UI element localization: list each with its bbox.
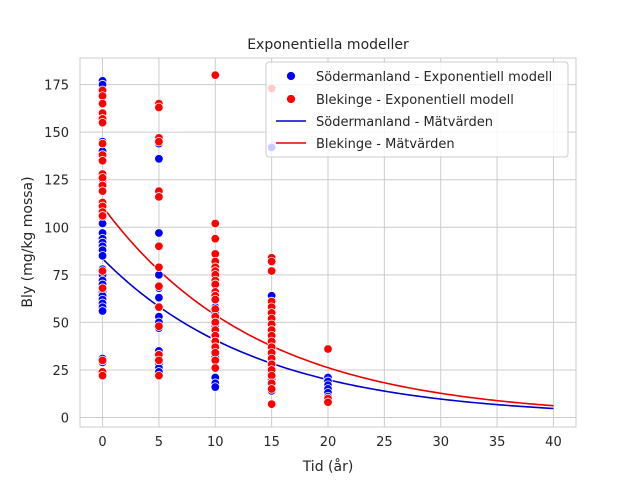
- y-axis-label: Bly (mg/kg mossa): [20, 176, 36, 307]
- legend-label-sodermanland-points: Södermanland - Exponentiell modell: [316, 70, 552, 85]
- y-tick-label: 0: [61, 411, 69, 426]
- data-point: [97, 211, 108, 221]
- data-point: [154, 154, 164, 164]
- chart-title: Exponentiella modeller: [247, 37, 409, 53]
- y-tick-label: 100: [44, 221, 69, 236]
- data-point: [97, 98, 108, 109]
- scatter-series-blekinge: [97, 70, 333, 409]
- x-tick-label: 20: [320, 435, 337, 450]
- data-point: [266, 266, 277, 276]
- data-point: [154, 102, 164, 113]
- y-tick-label: 25: [52, 364, 69, 379]
- data-point: [154, 355, 164, 366]
- data-point: [210, 233, 220, 244]
- data-point: [154, 292, 164, 303]
- x-tick-label: 30: [432, 435, 449, 450]
- data-point: [97, 283, 108, 293]
- data-point: [97, 251, 108, 261]
- legend-label-sodermanland-line: Södermanland - Mätvärden: [316, 115, 493, 130]
- y-axis-ticks: 0 25 50 75 100 125 150 175: [44, 79, 69, 427]
- data-point: [266, 399, 277, 409]
- data-point: [97, 186, 108, 196]
- x-tick-label: 15: [263, 435, 280, 450]
- data-point: [323, 344, 333, 354]
- data-point: [97, 370, 108, 381]
- x-axis-label: Tid (år): [302, 458, 354, 475]
- data-point: [97, 117, 108, 128]
- data-point: [210, 294, 220, 305]
- y-tick-label: 125: [44, 174, 69, 189]
- data-point: [210, 382, 220, 392]
- data-point: [97, 156, 108, 166]
- legend-box: [265, 61, 569, 158]
- legend-marker-sodermanland-points: [286, 71, 296, 81]
- model-line-blekinge: [101, 205, 554, 407]
- x-tick-label: 35: [489, 435, 506, 450]
- x-tick-label: 0: [98, 435, 106, 450]
- data-point: [154, 370, 164, 381]
- data-point: [97, 355, 108, 366]
- legend-label-blekinge-points: Blekinge - Exponentiell modell: [316, 93, 514, 108]
- plot-frame: [79, 57, 577, 428]
- x-tick-label: 10: [207, 435, 224, 450]
- data-point: [154, 262, 164, 272]
- data-point: [154, 136, 164, 147]
- data-point: [210, 218, 220, 229]
- data-point: [154, 302, 164, 312]
- legend-marker-blekinge-points: [286, 94, 296, 104]
- data-point: [97, 138, 108, 149]
- data-point: [266, 256, 277, 267]
- data-point: [97, 266, 108, 276]
- y-tick-label: 150: [44, 126, 69, 141]
- y-tick-label: 175: [44, 79, 69, 94]
- data-point: [210, 70, 220, 80]
- y-tick-label: 50: [52, 316, 69, 331]
- data-point: [154, 192, 164, 202]
- data-points: [97, 70, 333, 409]
- y-tick-label: 75: [52, 269, 69, 284]
- data-point: [154, 281, 164, 291]
- data-point: [210, 363, 220, 373]
- data-point: [154, 321, 164, 331]
- data-point: [154, 241, 164, 252]
- legend: Södermanland - Exponentiell modell Bleki…: [265, 61, 569, 158]
- x-tick-label: 25: [376, 435, 393, 450]
- data-point: [154, 228, 164, 238]
- x-tick-label: 40: [545, 435, 562, 450]
- data-point: [323, 397, 333, 407]
- x-tick-label: 5: [155, 435, 163, 450]
- x-axis-ticks: 0 5 10 15 20 25 30 35 40: [98, 435, 561, 450]
- legend-label-blekinge-line: Blekinge - Mätvärden: [316, 137, 455, 152]
- data-point: [97, 306, 108, 316]
- data-point: [266, 384, 277, 394]
